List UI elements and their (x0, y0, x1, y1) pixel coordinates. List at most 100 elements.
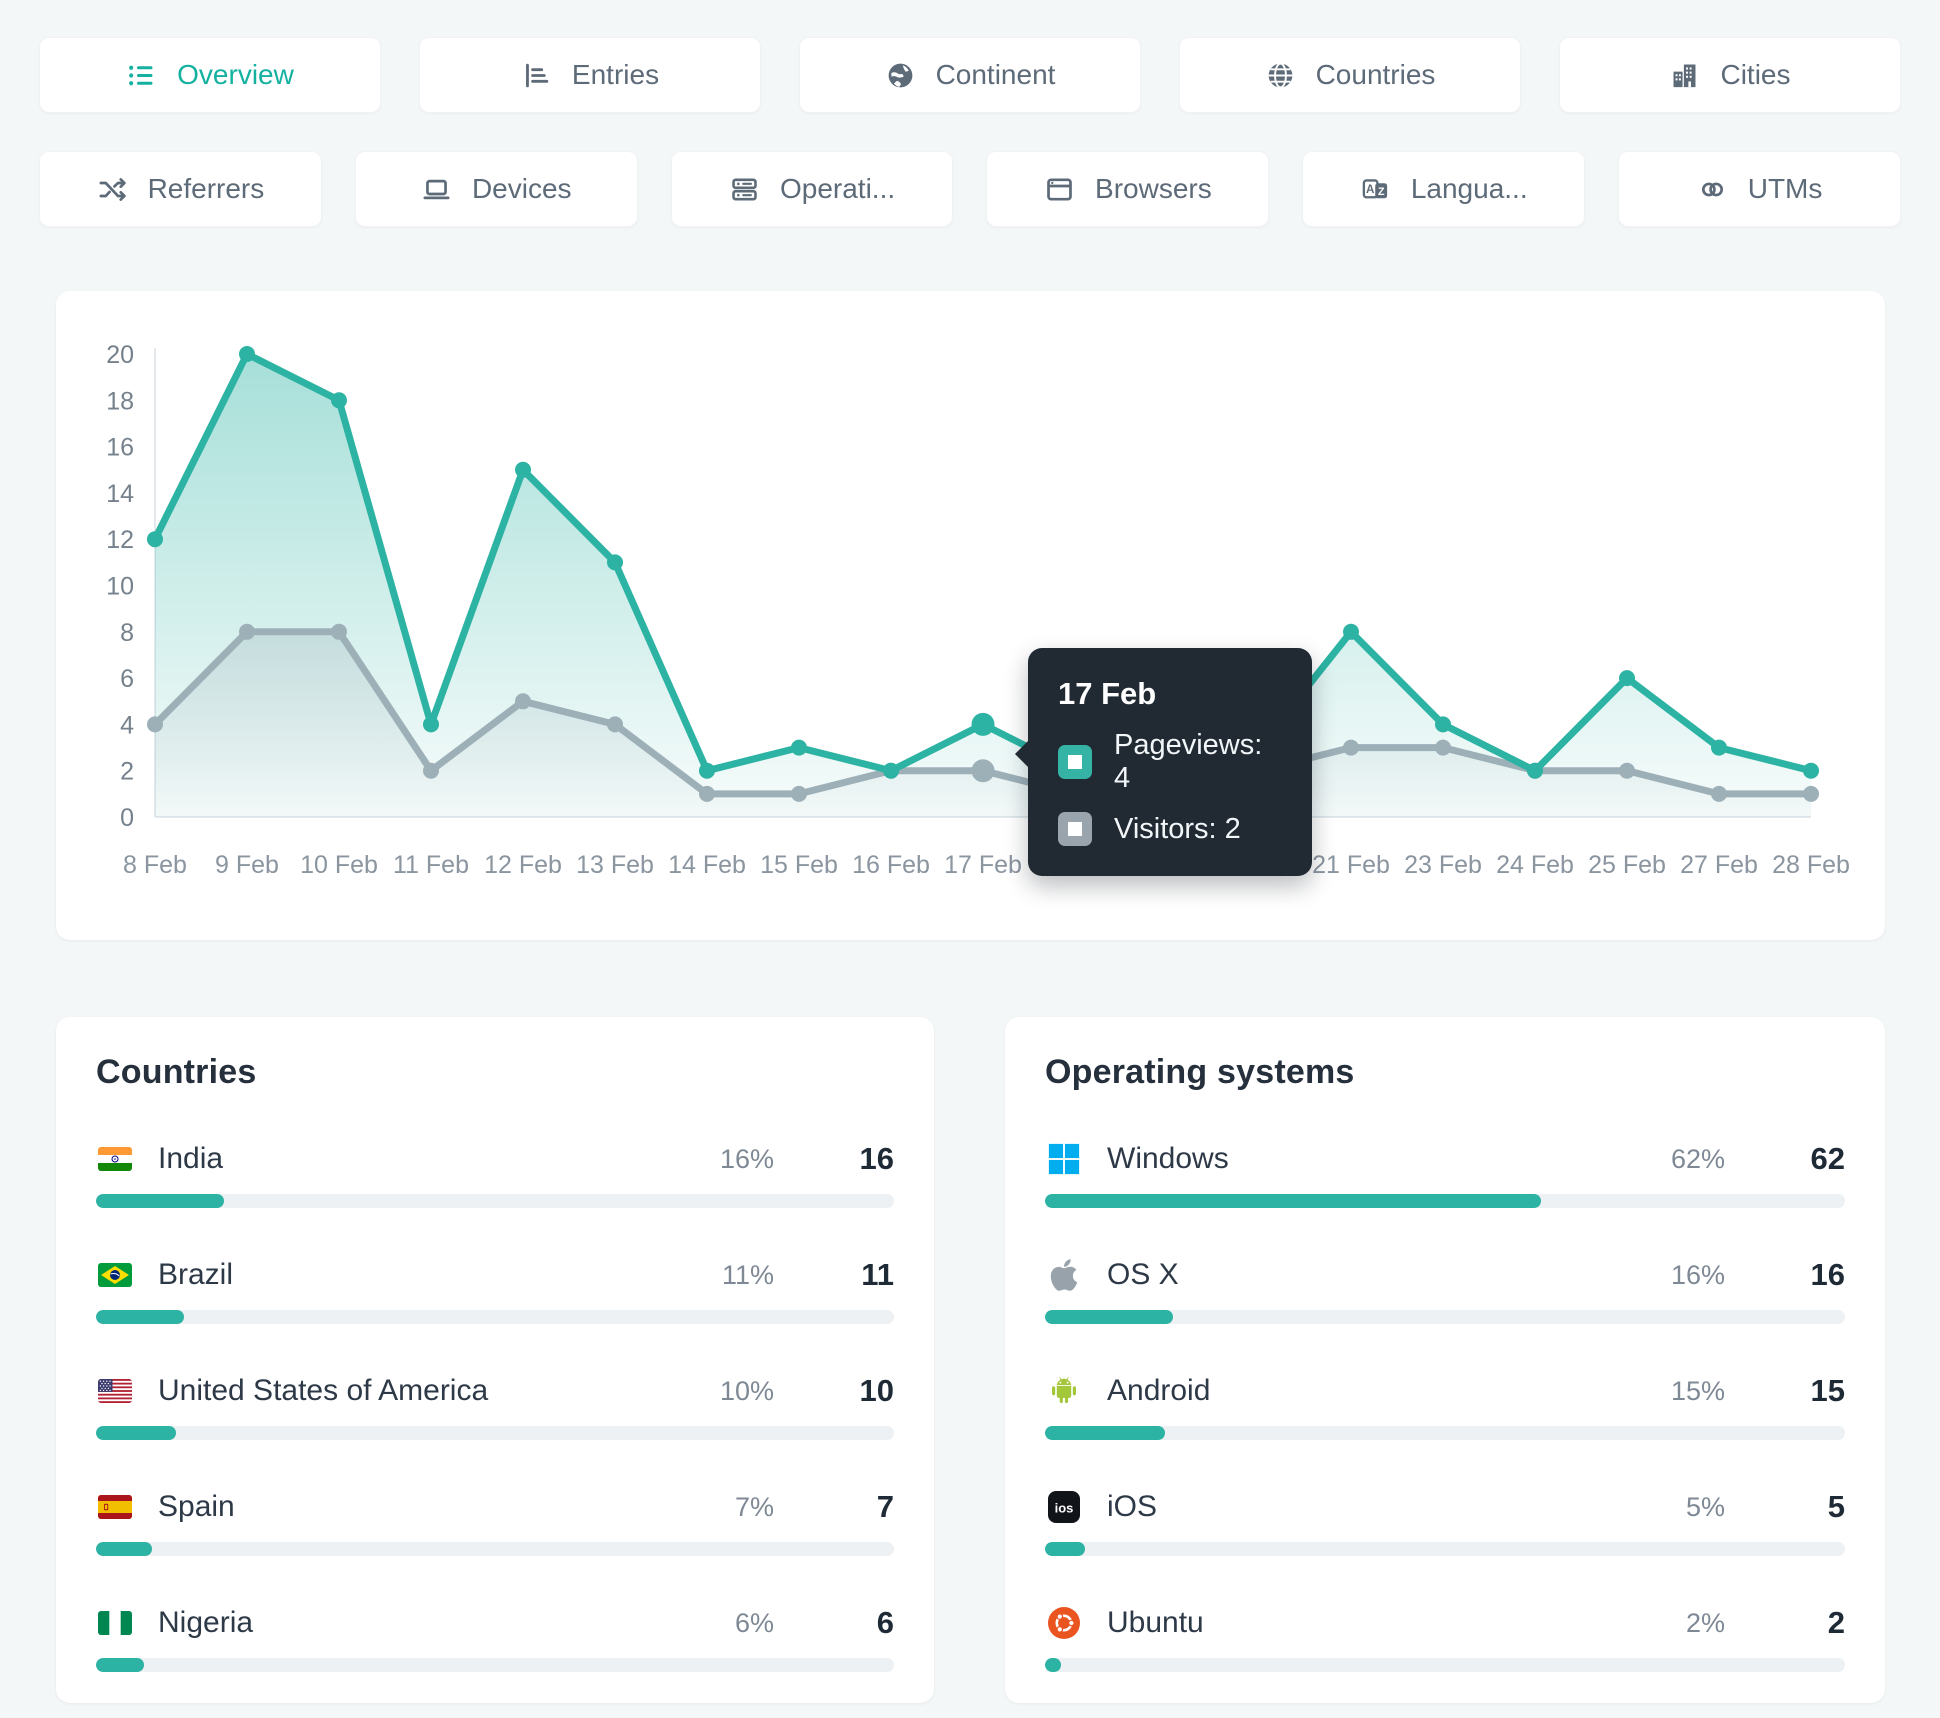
secondary-tabs: Referrers Devices Operati... Browsers A Z Lang… (39, 151, 1901, 227)
row-percent: 62% (1670, 1143, 1725, 1174)
svg-text:12: 12 (106, 526, 134, 554)
tooltip-metric: Visitors: 2 (1114, 812, 1241, 845)
tab-referrers[interactable]: Referrers (39, 151, 322, 227)
row-value: 15 (1810, 1373, 1845, 1408)
row-label: United States of America (158, 1374, 489, 1407)
country-row-india[interactable]: India 16% 16 (96, 1138, 894, 1208)
svg-text:2: 2 (120, 758, 134, 786)
tab-label: Browsers (1095, 173, 1212, 204)
globe-icon (1265, 60, 1296, 91)
svg-text:4: 4 (120, 711, 134, 739)
tab-entries[interactable]: Entries (419, 37, 761, 113)
row-value: 6 (876, 1605, 894, 1640)
flag-nigeria-icon (96, 1611, 134, 1635)
usage-bar-fill (1045, 1194, 1541, 1208)
svg-text:16 Feb: 16 Feb (852, 851, 930, 879)
os-row-ubuntu[interactable]: Ubuntu 2% 2 (1045, 1602, 1845, 1672)
apple-logo-icon (1045, 1257, 1083, 1293)
svg-text:20: 20 (106, 341, 134, 369)
os-row-windows[interactable]: Windows 62% 62 (1045, 1138, 1845, 1208)
row-value: 11 (861, 1257, 894, 1292)
countries-card: Countries India 16% 16 Brazil 11% 11 United St… (56, 1017, 934, 1703)
countries-title: Countries (96, 1053, 257, 1091)
svg-text:A: A (1366, 183, 1375, 196)
tab-browsers[interactable]: Browsers (986, 151, 1270, 227)
windows-logo-icon (1045, 1142, 1083, 1176)
svg-text:25 Feb: 25 Feb (1588, 851, 1666, 879)
usage-bar-track (96, 1542, 894, 1556)
row-percent: 15% (1670, 1375, 1725, 1406)
svg-text:13 Feb: 13 Feb (576, 851, 654, 879)
tab-countries[interactable]: Countries (1179, 37, 1521, 113)
tooltip-row-pageviews: Pageviews: 4 (1058, 729, 1282, 795)
tab-langua[interactable]: A Z Langua... (1302, 151, 1586, 227)
row-label: Nigeria (158, 1606, 254, 1639)
row-label: India (158, 1142, 224, 1175)
svg-text:24 Feb: 24 Feb (1496, 851, 1574, 879)
usage-bar-fill (96, 1658, 144, 1672)
tab-devices[interactable]: Devices (354, 151, 638, 227)
row-percent: 10% (719, 1375, 774, 1406)
svg-text:16: 16 (106, 434, 134, 462)
row-label: Brazil (158, 1258, 234, 1291)
usage-bar-track (96, 1658, 894, 1672)
traffic-chart-card: 0 2 4 6 8 10 12 14 16 18 20 8 Feb 9 Feb 10 Feb 11 Feb 1… (56, 291, 1885, 940)
country-row-united-states-of-america[interactable]: United States of America 10% 10 (96, 1370, 894, 1440)
tab-utms[interactable]: UTMs (1618, 151, 1901, 227)
tab-label: Operati... (779, 173, 896, 204)
tab-label: Langua... (1410, 173, 1528, 204)
country-row-brazil[interactable]: Brazil 11% 11 (96, 1254, 894, 1324)
chart-tooltip: 17 Feb Pageviews: 4 Visitors: 2 (1015, 648, 1312, 876)
row-value: 16 (1810, 1257, 1845, 1292)
country-row-spain[interactable]: Spain 7% 7 (96, 1486, 894, 1556)
row-label: Ubuntu (1107, 1606, 1204, 1639)
tab-operati[interactable]: Operati... (670, 151, 954, 227)
ios-logo-icon: ios (1045, 1489, 1083, 1525)
line-chart[interactable]: 0 2 4 6 8 10 12 14 16 18 20 8 Feb 9 Feb 10 Feb 11 Feb 1… (56, 291, 1885, 940)
usage-bar-fill (96, 1310, 184, 1324)
svg-text:8: 8 (120, 619, 134, 647)
server-icon (729, 174, 760, 205)
usage-bar-fill (96, 1426, 176, 1440)
flag-usa-icon (96, 1379, 134, 1403)
svg-text:27 Feb: 27 Feb (1680, 851, 1758, 879)
tooltip-row-visitors: Visitors: 2 (1058, 812, 1282, 846)
svg-text:17 Feb: 17 Feb (944, 851, 1022, 879)
bar-chart-icon (521, 60, 552, 91)
svg-text:23 Feb: 23 Feb (1404, 851, 1482, 879)
row-label: Spain (158, 1490, 235, 1523)
row-value: 5 (1827, 1489, 1845, 1524)
os-row-os-x[interactable]: OS X 16% 16 (1045, 1254, 1845, 1324)
usage-bar-fill (96, 1542, 152, 1556)
tab-continent[interactable]: Continent (799, 37, 1141, 113)
svg-text:14: 14 (106, 480, 134, 508)
country-row-nigeria[interactable]: Nigeria 6% 6 (96, 1602, 894, 1672)
android-logo-icon (1045, 1373, 1083, 1409)
svg-text:0: 0 (120, 804, 134, 832)
tab-overview[interactable]: Overview (39, 37, 381, 113)
primary-tabs: Overview Entries Continent Countries Cities (39, 37, 1901, 113)
usage-bar-fill (1045, 1310, 1173, 1324)
svg-text:6: 6 (120, 665, 134, 693)
link-icon (1697, 174, 1728, 205)
tab-label: Devices (471, 173, 572, 204)
row-value: 7 (876, 1489, 894, 1524)
os-row-android[interactable]: Android 15% 15 (1045, 1370, 1845, 1440)
row-percent: 6% (734, 1607, 774, 1638)
usage-bar-track (1045, 1426, 1845, 1440)
os-row-ios[interactable]: ios iOS 5% 5 (1045, 1486, 1845, 1556)
usage-bar-fill (1045, 1426, 1165, 1440)
usage-bar-track (1045, 1658, 1845, 1672)
row-label: Windows (1107, 1142, 1229, 1175)
usage-bar-track (1045, 1310, 1845, 1324)
svg-text:9 Feb: 9 Feb (215, 851, 279, 879)
list-icon (126, 60, 157, 91)
shuffle-icon (97, 174, 128, 205)
svg-text:18: 18 (106, 387, 134, 415)
tab-cities[interactable]: Cities (1559, 37, 1901, 113)
operating-systems-title: Operating systems (1045, 1053, 1355, 1091)
svg-text:Z: Z (1378, 186, 1385, 198)
pageviews-swatch-icon (1058, 745, 1092, 779)
tab-label: Entries (571, 59, 660, 90)
tooltip-date: 17 Feb (1058, 676, 1157, 711)
